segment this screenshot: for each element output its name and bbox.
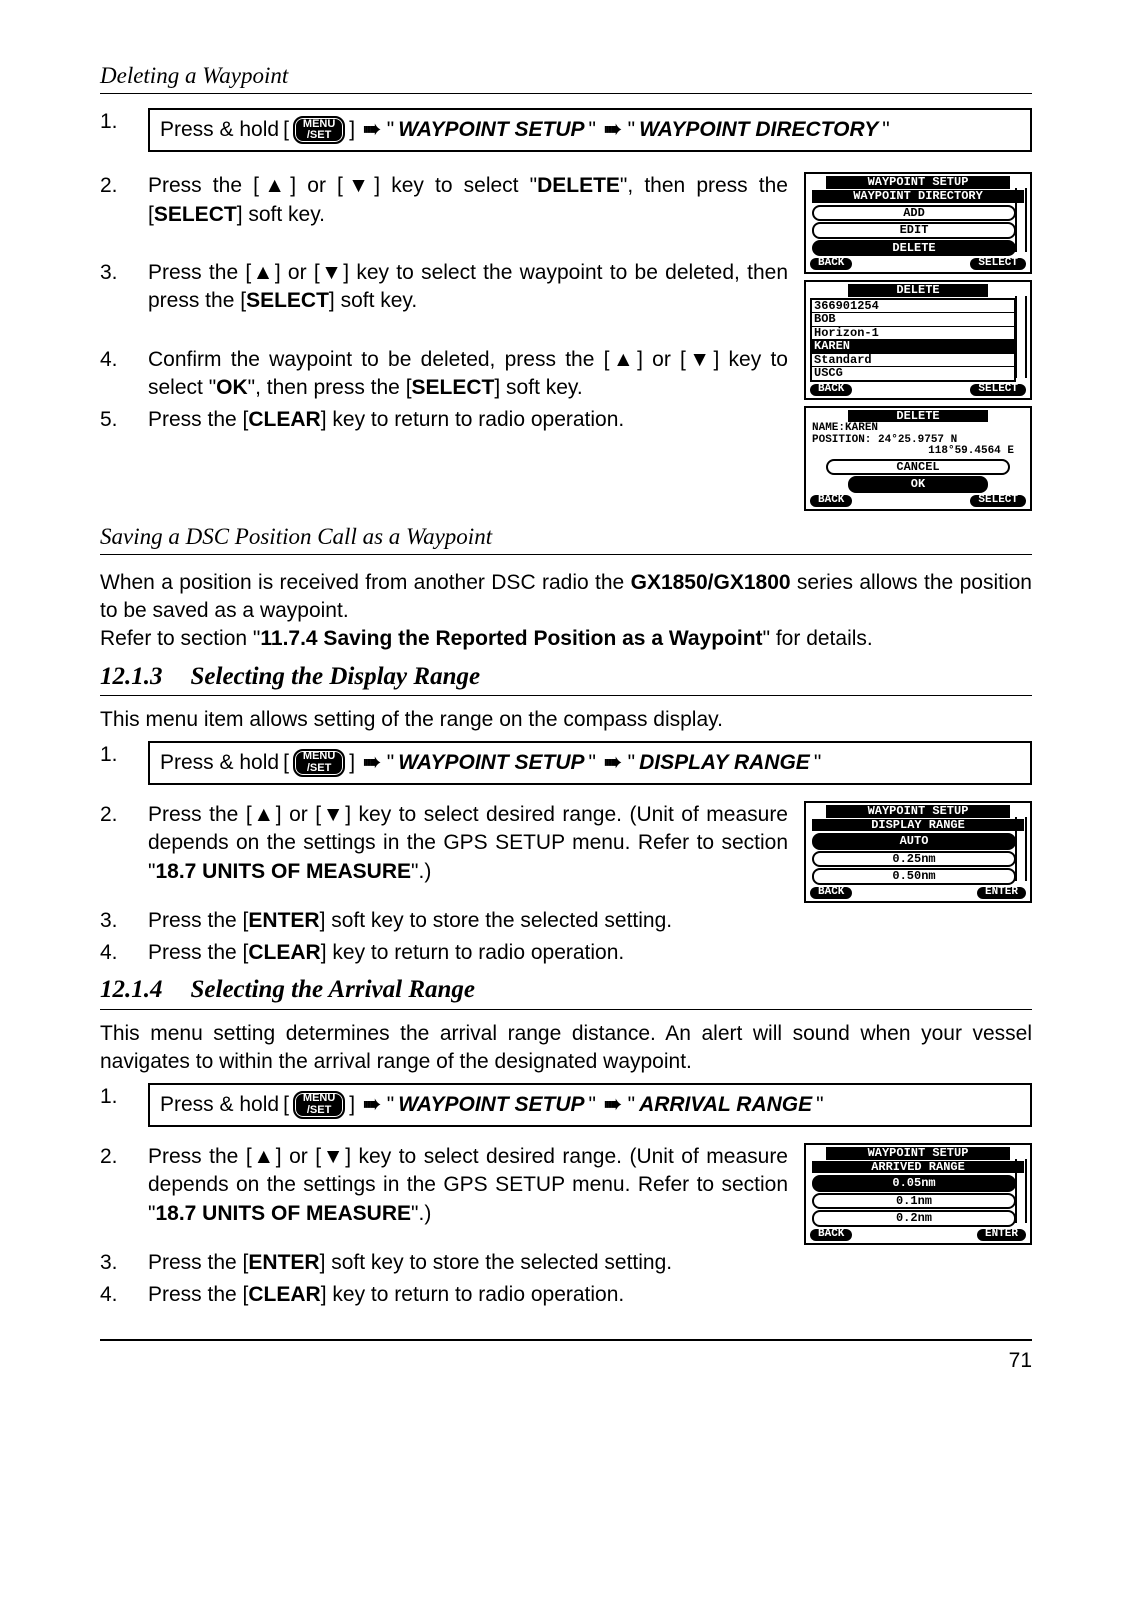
lcd-row: 0.2nm bbox=[812, 1210, 1016, 1227]
menu-set-button-icon: MENU /SET bbox=[293, 1091, 345, 1119]
step-number: 1. bbox=[100, 1083, 148, 1111]
softkey-select: SELECT bbox=[970, 384, 1026, 396]
nav-path-box: Press & hold [ MENU /SET ] ➠ "WAYPOINT S… bbox=[148, 1083, 1032, 1127]
lcd-delete-confirm: DELETE NAME:KAREN POSITION: 24°25.9757 N… bbox=[804, 406, 1032, 511]
dsc-paragraph-2: Refer to section "11.7.4 Saving the Repo… bbox=[100, 625, 1032, 653]
step-number: 5. bbox=[100, 406, 148, 434]
arrow-icon: ➠ bbox=[363, 116, 379, 144]
step-number: 4. bbox=[100, 1281, 148, 1309]
step-number: 2. bbox=[100, 172, 148, 200]
step-number: 3. bbox=[100, 907, 148, 935]
lcd-row-selected: 0.05nm bbox=[812, 1175, 1016, 1192]
step-text: Press the [CLEAR] key to return to radio… bbox=[148, 406, 788, 434]
s1213-intro: This menu item allows setting of the ran… bbox=[100, 706, 1032, 734]
lcd-list: 366901254 BOB Horizon-1 KAREN Standard U… bbox=[810, 298, 1016, 383]
dsc-paragraph: When a position is received from another… bbox=[100, 569, 1032, 626]
softkey-select: SELECT bbox=[970, 258, 1026, 270]
path-waypoint-directory: WAYPOINT DIRECTORY bbox=[639, 116, 878, 144]
step-number: 2. bbox=[100, 1143, 148, 1171]
step-number: 3. bbox=[100, 1249, 148, 1277]
arrow-icon: ➠ bbox=[363, 1091, 379, 1119]
softkey-enter: ENTER bbox=[977, 1229, 1026, 1241]
step-text: Press the [CLEAR] key to return to radio… bbox=[148, 1281, 1032, 1309]
step-text: Confirm the waypoint to be deleted, pres… bbox=[148, 346, 788, 403]
lcd-waypoint-directory: WAYPOINT SETUP WAYPOINT DIRECTORY ADD ED… bbox=[804, 172, 1032, 274]
step-number: 4. bbox=[100, 346, 148, 374]
lcd-row: 0.1nm bbox=[812, 1193, 1016, 1210]
step-text: Press the [CLEAR] key to return to radio… bbox=[148, 939, 1032, 967]
softkey-back: BACK bbox=[810, 384, 852, 396]
step-text: Press the [▲] or [▼] key to select "DELE… bbox=[148, 172, 788, 229]
softkey-select: SELECT bbox=[970, 495, 1026, 507]
lcd-display-range: WAYPOINT SETUP DISPLAY RANGE AUTO 0.25nm… bbox=[804, 801, 1032, 903]
lcd-delete-list: DELETE 366901254 BOB Horizon-1 KAREN Sta… bbox=[804, 280, 1032, 400]
heading-1213: 12.1.3Selecting the Display Range bbox=[100, 660, 1032, 697]
step-text: Press the [▲] or [▼] key to select desir… bbox=[148, 1143, 788, 1228]
lcd-row-selected: AUTO bbox=[812, 833, 1016, 850]
s1214-intro: This menu setting determines the arrival… bbox=[100, 1020, 1032, 1077]
step-number: 3. bbox=[100, 259, 148, 287]
arrow-icon: ➠ bbox=[604, 749, 620, 777]
heading-1214: 12.1.4Selecting the Arrival Range bbox=[100, 973, 1032, 1010]
lcd-row-selected: OK bbox=[848, 476, 988, 493]
step-text: Press the [ENTER] soft key to store the … bbox=[148, 907, 1032, 935]
arrow-icon: ➠ bbox=[604, 1091, 620, 1119]
softkey-back: BACK bbox=[810, 258, 852, 270]
lcd-row-selected: DELETE bbox=[812, 240, 1016, 257]
step-number: 1. bbox=[100, 108, 148, 136]
step-number: 2. bbox=[100, 801, 148, 829]
lcd-arrival-range: WAYPOINT SETUP ARRIVED RANGE 0.05nm 0.1n… bbox=[804, 1143, 1032, 1245]
press-hold-label: Press & hold bbox=[160, 116, 279, 144]
softkey-enter: ENTER bbox=[977, 887, 1026, 899]
menu-set-button-icon: MENU /SET bbox=[293, 749, 345, 777]
lcd-row: CANCEL bbox=[826, 459, 1010, 476]
softkey-back: BACK bbox=[810, 887, 852, 899]
lcd-row: 0.25nm bbox=[812, 851, 1016, 868]
heading-deleting-waypoint: Deleting a Waypoint bbox=[100, 60, 1032, 94]
heading-saving-dsc: Saving a DSC Position Call as a Waypoint bbox=[100, 521, 1032, 555]
lcd-row: 0.50nm bbox=[812, 868, 1016, 885]
step-text: Press the [▲] or [▼] key to select the w… bbox=[148, 259, 788, 316]
nav-path-box: Press & hold [ MENU /SET ] ➠ "WAYPOINT S… bbox=[148, 741, 1032, 785]
arrow-icon: ➠ bbox=[363, 749, 379, 777]
arrow-icon: ➠ bbox=[604, 116, 620, 144]
step-text: Press the [ENTER] soft key to store the … bbox=[148, 1249, 1032, 1277]
step-number: 4. bbox=[100, 939, 148, 967]
menu-set-button-icon: MENU /SET bbox=[293, 116, 345, 144]
nav-path-box: Press & hold [ MENU /SET ] ➠ "WAYPOINT S… bbox=[148, 108, 1032, 152]
softkey-back: BACK bbox=[810, 495, 852, 507]
path-waypoint-setup: WAYPOINT SETUP bbox=[398, 116, 584, 144]
step-number: 1. bbox=[100, 741, 148, 769]
lcd-row: ADD bbox=[812, 205, 1016, 222]
lcd-row: EDIT bbox=[812, 222, 1016, 239]
softkey-back: BACK bbox=[810, 1229, 852, 1241]
step-text: Press the [▲] or [▼] key to select desir… bbox=[148, 801, 788, 886]
page-number: 71 bbox=[100, 1347, 1032, 1375]
